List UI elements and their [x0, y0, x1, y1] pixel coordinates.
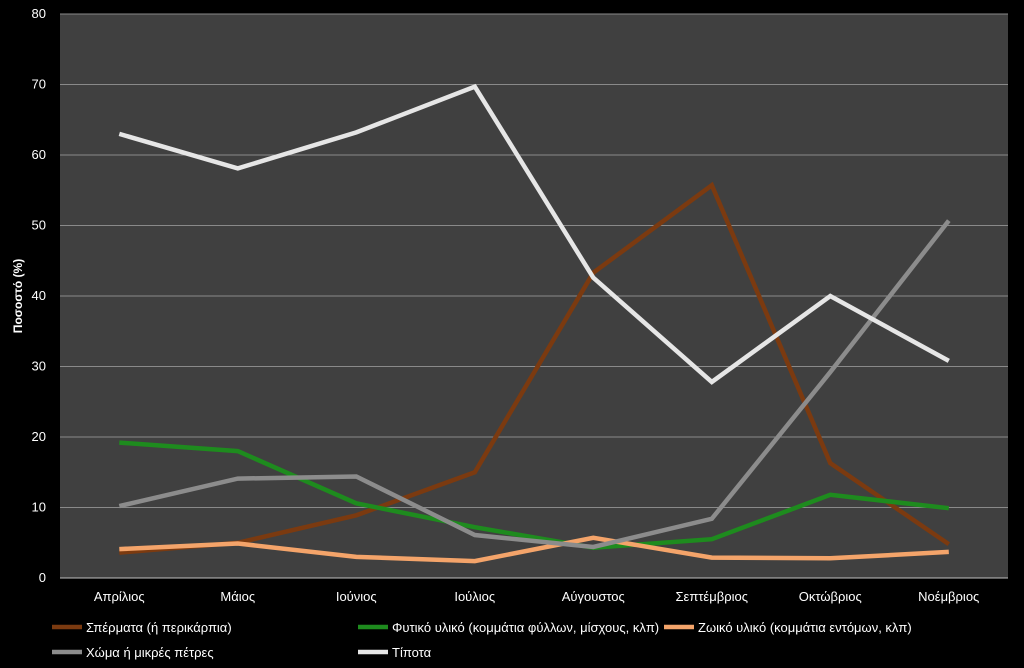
x-tick-label: Ιούνιος: [336, 589, 377, 604]
x-tick-label: Νοέμβριος: [918, 589, 979, 604]
series-line-2: [119, 440, 950, 550]
legend-item: Ζωικό υλικό (κομμάτια εντόμων, κλπ): [664, 620, 912, 635]
x-tick-label: Οκτώβριος: [799, 589, 862, 604]
legend-item: Φυτικό υλικό (κομμάτια φύλλων, μίσχους, …: [358, 620, 659, 635]
legend-label: Φυτικό υλικό (κομμάτια φύλλων, μίσχους, …: [392, 620, 659, 635]
y-tick-label: 70: [32, 77, 46, 92]
legend-item: Σπέρματα (ή περικάρπια): [52, 620, 232, 635]
legend: Σπέρματα (ή περικάρπια) Φυτικό υλικό (κομ…: [52, 620, 912, 660]
x-tick-label: Ιούλιος: [454, 589, 495, 604]
series-line-4: [118, 219, 951, 550]
series-lines: [118, 83, 951, 564]
x-tick-label: Απρίλιος: [94, 589, 145, 604]
legend-item: Χώμα ή μικρές πέτρες: [52, 645, 214, 660]
y-tick-label: 30: [32, 359, 46, 374]
y-tick-label: 20: [32, 429, 46, 444]
y-tick-label: 0: [39, 570, 46, 585]
y-tick-label: 80: [32, 6, 46, 21]
legend-label: Σπέρματα (ή περικάρπια): [86, 620, 232, 635]
x-tick-label: Μάιος: [220, 589, 255, 604]
legend-item: Τίποτα: [358, 645, 432, 660]
y-axis-title: Ποσοστό (%): [11, 259, 25, 333]
y-tick-label: 50: [32, 218, 46, 233]
y-tick-label: 10: [32, 500, 46, 515]
series-line-1: [119, 181, 951, 555]
y-tick-label: 40: [32, 288, 46, 303]
series-line-3: [119, 535, 949, 564]
y-tick-label: 60: [32, 147, 46, 162]
x-tick-label: Αύγουστος: [562, 589, 625, 604]
legend-label: Τίποτα: [392, 645, 432, 660]
gridlines: [60, 13, 1008, 508]
x-tick-label: Σεπτέμβριος: [676, 589, 748, 604]
legend-label: Χώμα ή μικρές πέτρες: [86, 645, 214, 660]
series-line-5: [118, 83, 950, 385]
legend-label: Ζωικό υλικό (κομμάτια εντόμων, κλπ): [698, 620, 912, 635]
axes: 0 10 20 30 40 50 60 70 80 Απρίλιος Μάιος Ιούνιος Ιού…: [32, 6, 1008, 604]
